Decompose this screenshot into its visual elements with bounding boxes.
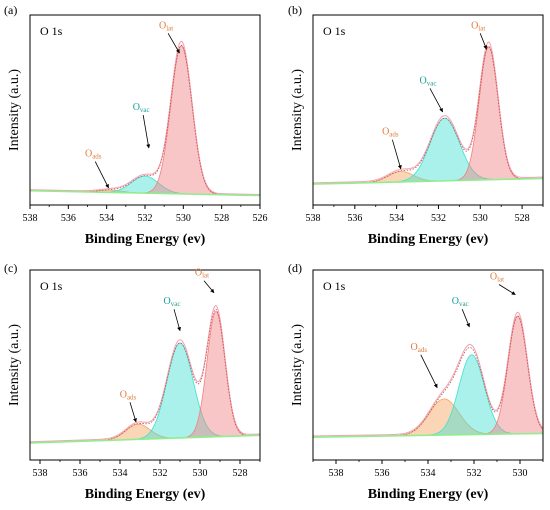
- peak-olat-fill: [30, 310, 260, 444]
- background-line: [313, 432, 543, 438]
- peak-olat-fill: [30, 45, 260, 196]
- peak-label-lat: Olat: [159, 20, 173, 32]
- raw-data-line: [30, 44, 260, 196]
- envelope-fit-line: [30, 40, 260, 196]
- x-tick-label: 536: [61, 213, 76, 224]
- peak-arrow-lat: [203, 280, 215, 294]
- background-line: [313, 177, 543, 185]
- peak-label-vac: Ovac: [452, 296, 469, 308]
- peak-label-ads: Oads: [411, 342, 428, 354]
- x-tick-label: 532: [138, 213, 153, 224]
- plot-area: [313, 41, 543, 185]
- peak-label-vac: Ovac: [164, 296, 181, 308]
- peak-arrow-lat: [167, 33, 180, 54]
- x-tick-label: 530: [176, 213, 191, 224]
- x-axis-label: Binding Energy (ev): [368, 232, 489, 247]
- x-tick-label: 538: [329, 468, 344, 479]
- peak-arrow-lat: [498, 284, 516, 296]
- peak-arrow-lat: [479, 33, 488, 50]
- peak-label-lat: Olat: [471, 20, 485, 32]
- peak-arrow-vac: [173, 309, 181, 332]
- x-axis-label: Binding Energy (ev): [85, 487, 206, 502]
- panel-letter: (c): [4, 261, 17, 275]
- peak-label-ads: Oads: [85, 149, 102, 161]
- peak-arrow-ads: [420, 354, 438, 389]
- plot-frame: [312, 14, 544, 206]
- panel-title: O 1s: [323, 279, 346, 293]
- plot-area: [30, 304, 260, 444]
- panel-title: O 1s: [40, 24, 63, 38]
- x-tick-label: 530: [513, 468, 528, 479]
- background-line: [30, 189, 260, 197]
- peak-label-vac: Ovac: [133, 102, 150, 114]
- peak-arrow-vac: [461, 309, 470, 328]
- panel-letter: (d): [288, 261, 302, 275]
- peak-arrow-ads: [391, 139, 402, 170]
- x-tick-label: 528: [515, 213, 530, 224]
- envelope-fit-line: [30, 304, 260, 443]
- x-tick-label: 532: [153, 468, 168, 479]
- x-tick-label: 528: [233, 468, 248, 479]
- peak-label-lat: Olat: [195, 268, 209, 280]
- x-tick-label: 538: [33, 468, 48, 479]
- panel-0: 538 536 534 532 530 528 526 Binding Energy (ev)…: [4, 3, 268, 247]
- peak-arrow-ads: [94, 161, 109, 189]
- x-tick-label: 536: [347, 213, 362, 224]
- panel-letter: (b): [288, 3, 302, 17]
- x-tick-label: 532: [467, 468, 482, 479]
- x-tick-label: 534: [99, 213, 114, 224]
- y-axis-label: Intensity (a.u.): [290, 69, 305, 151]
- peak-arrow-ads: [129, 402, 137, 423]
- plot-area: [30, 40, 260, 197]
- raw-data-line: [30, 308, 260, 444]
- panel-title: O 1s: [323, 24, 346, 38]
- panel-letter: (a): [4, 3, 17, 17]
- plot-area: [313, 311, 543, 438]
- raw-data-line: [313, 45, 543, 185]
- x-tick-label: 536: [73, 468, 88, 479]
- x-tick-label: 536: [375, 468, 390, 479]
- peak-label-lat: Olat: [490, 272, 504, 284]
- x-tick-label: 534: [421, 468, 436, 479]
- panel-3: 538 536 534 532 530 Binding Energy (ev) Intens…: [288, 261, 544, 502]
- x-axis-label: Binding Energy (ev): [368, 487, 489, 502]
- panel-title: O 1s: [40, 279, 63, 293]
- y-axis-label: Intensity (a.u.): [290, 324, 305, 406]
- envelope-fit-line: [313, 41, 543, 184]
- x-tick-label: 534: [113, 468, 128, 479]
- background-line: [30, 434, 260, 444]
- y-axis-label: Intensity (a.u.): [7, 324, 22, 406]
- x-tick-label: 530: [473, 213, 488, 224]
- x-tick-label: 528: [214, 213, 229, 224]
- x-tick-label: 532: [431, 213, 446, 224]
- raw-data-line: [313, 315, 543, 438]
- x-tick-label: 534: [389, 213, 404, 224]
- peak-arrow-vac: [429, 88, 443, 113]
- x-axis-label: Binding Energy (ev): [85, 232, 206, 247]
- peak-label-ads: Oads: [382, 127, 399, 139]
- x-tick-label: 538: [306, 213, 321, 224]
- peak-arrow-vac: [142, 114, 151, 149]
- x-tick-label: 526: [253, 213, 268, 224]
- panel-2: 538 536 534 532 530 528 Binding Energy (ev) Int…: [4, 261, 261, 502]
- peak-label-vac: Ovac: [420, 75, 437, 87]
- peak-label-ads: Oads: [120, 389, 137, 401]
- x-tick-label: 538: [23, 213, 38, 224]
- x-tick-label: 530: [193, 468, 208, 479]
- y-axis-label: Intensity (a.u.): [7, 69, 22, 151]
- plot-frame: [29, 269, 261, 461]
- panel-1: 538 536 534 532 530 528 Binding Energy (ev) Int…: [288, 3, 544, 247]
